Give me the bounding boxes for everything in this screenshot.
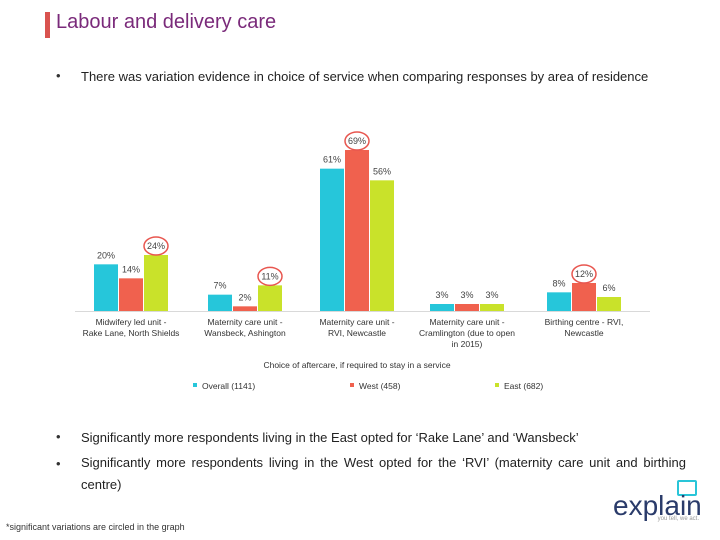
data-label-1-0: 7% <box>213 281 226 291</box>
bar-2-0 <box>320 168 344 311</box>
data-label-1-2: 11% <box>261 271 278 281</box>
speech-bubble-icon <box>677 480 697 496</box>
bullet-text-3: Significantly more respondents living in… <box>81 455 686 492</box>
footnote: *significant variations are circled in t… <box>6 522 185 532</box>
data-label-2-0: 61% <box>323 155 341 165</box>
legend-swatch-1 <box>350 383 354 387</box>
legend-swatch-0 <box>193 383 197 387</box>
title-accent-bar <box>45 12 50 38</box>
bar-3-1 <box>455 304 479 311</box>
category-label-0-line-1: Rake Lane, North Shields <box>83 328 180 338</box>
bar-4-1 <box>572 283 596 311</box>
bullet-marker-2: • <box>56 429 61 444</box>
data-label-4-1: 12% <box>575 269 593 279</box>
bar-0-1 <box>119 278 143 311</box>
bullet-marker-1: • <box>56 68 61 83</box>
category-label-2-line-0: Maternity care unit - <box>319 317 394 327</box>
bar-0-2 <box>144 255 168 311</box>
bar-4-2 <box>597 297 621 311</box>
bar-3-0 <box>430 304 454 311</box>
category-label-0-line-0: Midwifery led unit - <box>96 317 167 327</box>
bar-2-1 <box>345 150 369 311</box>
data-label-3-0: 3% <box>435 290 448 300</box>
logo-text: explain <box>613 490 702 521</box>
logo-tagline: you tell, we act. <box>657 516 699 522</box>
data-label-0-0: 20% <box>97 250 115 260</box>
category-label-1-line-0: Maternity care unit - <box>207 317 282 327</box>
legend-label-1: West (458) <box>359 381 401 391</box>
legend-label-2: East (682) <box>504 381 543 391</box>
data-label-3-2: 3% <box>485 290 498 300</box>
data-label-2-2: 56% <box>373 166 391 176</box>
bar-1-0 <box>208 294 232 311</box>
data-label-0-2: 24% <box>147 241 165 251</box>
data-label-1-1: 2% <box>238 292 251 302</box>
bar-3-2 <box>480 304 504 311</box>
bullet-text-2: Significantly more respondents living in… <box>81 430 579 445</box>
legend-label-0: Overall (1141) <box>202 381 255 391</box>
category-label-4-line-1: Newcastle <box>564 328 603 338</box>
legend-swatch-2 <box>495 383 499 387</box>
significance-circle-0-2 <box>143 236 169 256</box>
bar-0-0 <box>94 264 118 311</box>
x-axis-title: Choice of aftercare, if required to stay… <box>263 360 450 370</box>
significance-circle-1-2 <box>257 266 283 287</box>
bar-1-1 <box>233 306 257 311</box>
category-label-2-line-1: RVI, Newcastle <box>328 328 386 338</box>
explain-logo: explain you tell, we act. <box>613 480 703 525</box>
category-label-4-line-0: Birthing centre - RVI, <box>545 317 624 327</box>
bar-1-2 <box>258 285 282 311</box>
category-label-1-line-1: Wansbeck, Ashington <box>204 328 286 338</box>
data-label-3-1: 3% <box>460 290 473 300</box>
data-label-4-0: 8% <box>552 278 565 288</box>
bullet-text-1: There was variation evidence in choice o… <box>81 69 649 84</box>
category-label-3-line-1: Cramlington (due to open <box>419 328 515 338</box>
data-label-4-2: 6% <box>602 283 615 293</box>
data-label-0-1: 14% <box>122 264 140 274</box>
category-label-3-line-0: Maternity care unit - <box>429 317 504 327</box>
significance-circle-2-1 <box>344 131 370 151</box>
bar-2-2 <box>370 180 394 311</box>
bar-4-0 <box>547 292 571 311</box>
significance-circle-4-1 <box>571 264 597 284</box>
bar-chart: 20% 14% 24% Midwifery led unit -Rake Lane, … <box>75 131 650 391</box>
bullet-marker-3: • <box>56 456 61 471</box>
category-label-3-line-2: in 2015) <box>452 339 483 349</box>
page-title: Labour and delivery care <box>56 11 277 33</box>
data-label-2-1: 69% <box>348 136 366 146</box>
